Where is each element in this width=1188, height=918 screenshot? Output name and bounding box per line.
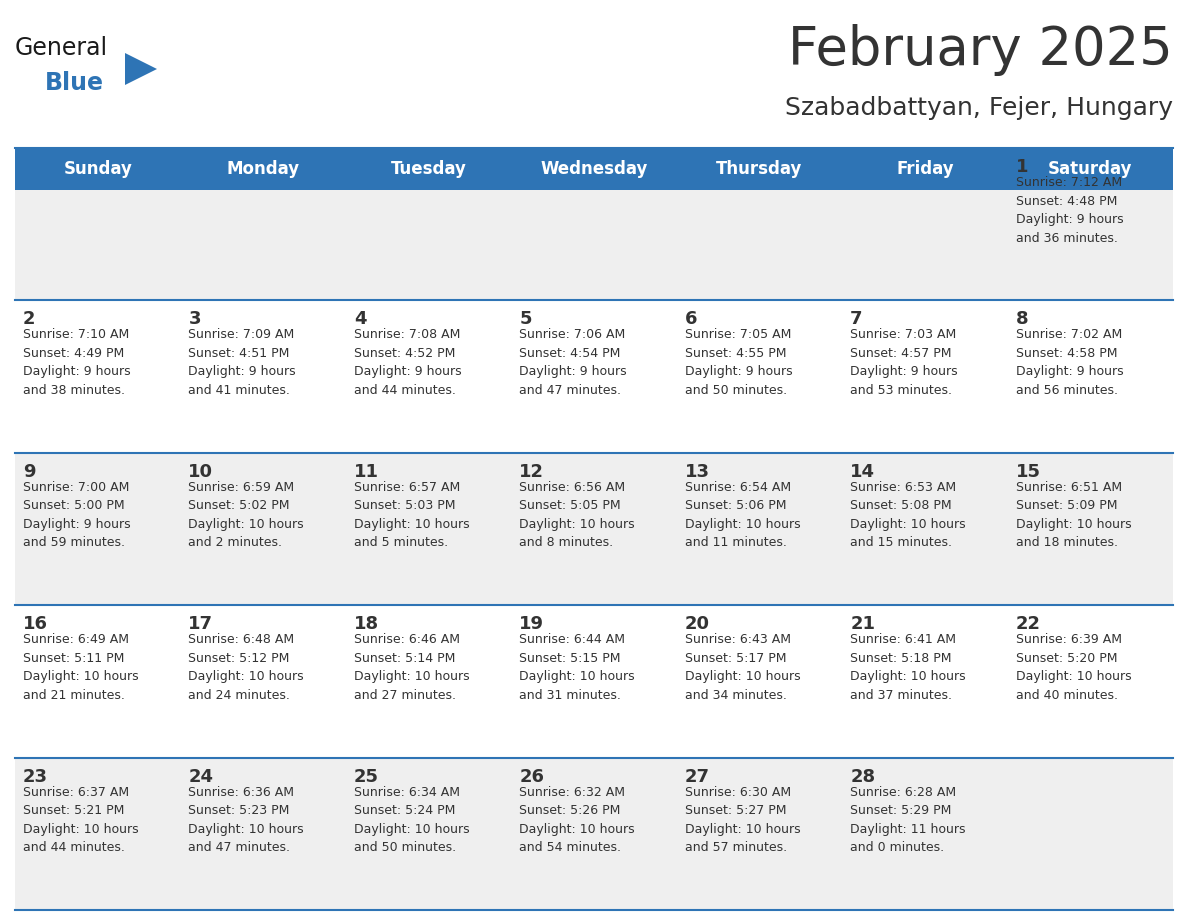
- Text: 14: 14: [851, 463, 876, 481]
- Text: Sunrise: 6:36 AM
Sunset: 5:23 PM
Daylight: 10 hours
and 47 minutes.: Sunrise: 6:36 AM Sunset: 5:23 PM Dayligh…: [189, 786, 304, 854]
- Text: Sunrise: 6:44 AM
Sunset: 5:15 PM
Daylight: 10 hours
and 31 minutes.: Sunrise: 6:44 AM Sunset: 5:15 PM Dayligh…: [519, 633, 634, 701]
- Text: General: General: [15, 36, 108, 60]
- Text: Sunrise: 6:59 AM
Sunset: 5:02 PM
Daylight: 10 hours
and 2 minutes.: Sunrise: 6:59 AM Sunset: 5:02 PM Dayligh…: [189, 481, 304, 549]
- Text: 9: 9: [23, 463, 36, 481]
- Text: Monday: Monday: [227, 160, 299, 178]
- Text: Sunrise: 6:39 AM
Sunset: 5:20 PM
Daylight: 10 hours
and 40 minutes.: Sunrise: 6:39 AM Sunset: 5:20 PM Dayligh…: [1016, 633, 1131, 701]
- Text: 22: 22: [1016, 615, 1041, 633]
- Text: 6: 6: [684, 310, 697, 329]
- Text: 26: 26: [519, 767, 544, 786]
- Text: Sunrise: 6:41 AM
Sunset: 5:18 PM
Daylight: 10 hours
and 37 minutes.: Sunrise: 6:41 AM Sunset: 5:18 PM Dayligh…: [851, 633, 966, 701]
- Bar: [15, 148, 1173, 300]
- Text: Sunrise: 6:56 AM
Sunset: 5:05 PM
Daylight: 10 hours
and 8 minutes.: Sunrise: 6:56 AM Sunset: 5:05 PM Dayligh…: [519, 481, 634, 549]
- Text: Sunrise: 7:06 AM
Sunset: 4:54 PM
Daylight: 9 hours
and 47 minutes.: Sunrise: 7:06 AM Sunset: 4:54 PM Dayligh…: [519, 329, 627, 397]
- Text: 1: 1: [1016, 158, 1028, 176]
- Text: 5: 5: [519, 310, 532, 329]
- Bar: [15, 605, 1173, 757]
- Bar: [15, 757, 1173, 910]
- Text: Sunrise: 7:05 AM
Sunset: 4:55 PM
Daylight: 9 hours
and 50 minutes.: Sunrise: 7:05 AM Sunset: 4:55 PM Dayligh…: [684, 329, 792, 397]
- Text: Friday: Friday: [896, 160, 954, 178]
- Text: 25: 25: [354, 767, 379, 786]
- Polygon shape: [125, 53, 157, 85]
- Text: 4: 4: [354, 310, 366, 329]
- Text: Sunrise: 6:54 AM
Sunset: 5:06 PM
Daylight: 10 hours
and 11 minutes.: Sunrise: 6:54 AM Sunset: 5:06 PM Dayligh…: [684, 481, 801, 549]
- Text: 10: 10: [189, 463, 214, 481]
- Text: Sunrise: 6:28 AM
Sunset: 5:29 PM
Daylight: 11 hours
and 0 minutes.: Sunrise: 6:28 AM Sunset: 5:29 PM Dayligh…: [851, 786, 966, 854]
- Text: Wednesday: Wednesday: [541, 160, 647, 178]
- Text: 12: 12: [519, 463, 544, 481]
- Text: 16: 16: [23, 615, 48, 633]
- Text: Thursday: Thursday: [716, 160, 803, 178]
- Text: Szabadbattyan, Fejer, Hungary: Szabadbattyan, Fejer, Hungary: [785, 96, 1173, 120]
- Text: 8: 8: [1016, 310, 1028, 329]
- Text: Blue: Blue: [45, 71, 105, 95]
- Bar: [15, 453, 1173, 605]
- Text: Sunrise: 6:51 AM
Sunset: 5:09 PM
Daylight: 10 hours
and 18 minutes.: Sunrise: 6:51 AM Sunset: 5:09 PM Dayligh…: [1016, 481, 1131, 549]
- Text: 28: 28: [851, 767, 876, 786]
- Text: 15: 15: [1016, 463, 1041, 481]
- Text: Sunrise: 7:08 AM
Sunset: 4:52 PM
Daylight: 9 hours
and 44 minutes.: Sunrise: 7:08 AM Sunset: 4:52 PM Dayligh…: [354, 329, 461, 397]
- Text: Sunrise: 6:43 AM
Sunset: 5:17 PM
Daylight: 10 hours
and 34 minutes.: Sunrise: 6:43 AM Sunset: 5:17 PM Dayligh…: [684, 633, 801, 701]
- Text: Sunrise: 6:46 AM
Sunset: 5:14 PM
Daylight: 10 hours
and 27 minutes.: Sunrise: 6:46 AM Sunset: 5:14 PM Dayligh…: [354, 633, 469, 701]
- Text: 3: 3: [189, 310, 201, 329]
- Text: Tuesday: Tuesday: [391, 160, 467, 178]
- Text: Sunrise: 6:49 AM
Sunset: 5:11 PM
Daylight: 10 hours
and 21 minutes.: Sunrise: 6:49 AM Sunset: 5:11 PM Dayligh…: [23, 633, 139, 701]
- Text: Sunrise: 6:57 AM
Sunset: 5:03 PM
Daylight: 10 hours
and 5 minutes.: Sunrise: 6:57 AM Sunset: 5:03 PM Dayligh…: [354, 481, 469, 549]
- Text: 21: 21: [851, 615, 876, 633]
- Text: Sunrise: 7:10 AM
Sunset: 4:49 PM
Daylight: 9 hours
and 38 minutes.: Sunrise: 7:10 AM Sunset: 4:49 PM Dayligh…: [23, 329, 131, 397]
- Text: Sunrise: 7:09 AM
Sunset: 4:51 PM
Daylight: 9 hours
and 41 minutes.: Sunrise: 7:09 AM Sunset: 4:51 PM Dayligh…: [189, 329, 296, 397]
- Text: 13: 13: [684, 463, 709, 481]
- Text: Saturday: Saturday: [1048, 160, 1132, 178]
- Text: 20: 20: [684, 615, 709, 633]
- Text: Sunday: Sunday: [63, 160, 132, 178]
- Text: 2: 2: [23, 310, 36, 329]
- Text: 11: 11: [354, 463, 379, 481]
- Text: Sunrise: 6:32 AM
Sunset: 5:26 PM
Daylight: 10 hours
and 54 minutes.: Sunrise: 6:32 AM Sunset: 5:26 PM Dayligh…: [519, 786, 634, 854]
- Text: February 2025: February 2025: [789, 24, 1173, 76]
- Text: 19: 19: [519, 615, 544, 633]
- Text: Sunrise: 7:02 AM
Sunset: 4:58 PM
Daylight: 9 hours
and 56 minutes.: Sunrise: 7:02 AM Sunset: 4:58 PM Dayligh…: [1016, 329, 1123, 397]
- Text: 24: 24: [189, 767, 214, 786]
- Text: Sunrise: 7:00 AM
Sunset: 5:00 PM
Daylight: 9 hours
and 59 minutes.: Sunrise: 7:00 AM Sunset: 5:00 PM Dayligh…: [23, 481, 131, 549]
- Bar: [15, 300, 1173, 453]
- Text: 27: 27: [684, 767, 709, 786]
- Text: 23: 23: [23, 767, 48, 786]
- Bar: [15, 148, 1173, 190]
- Text: Sunrise: 7:12 AM
Sunset: 4:48 PM
Daylight: 9 hours
and 36 minutes.: Sunrise: 7:12 AM Sunset: 4:48 PM Dayligh…: [1016, 176, 1123, 244]
- Text: Sunrise: 6:34 AM
Sunset: 5:24 PM
Daylight: 10 hours
and 50 minutes.: Sunrise: 6:34 AM Sunset: 5:24 PM Dayligh…: [354, 786, 469, 854]
- Text: Sunrise: 6:30 AM
Sunset: 5:27 PM
Daylight: 10 hours
and 57 minutes.: Sunrise: 6:30 AM Sunset: 5:27 PM Dayligh…: [684, 786, 801, 854]
- Text: Sunrise: 6:53 AM
Sunset: 5:08 PM
Daylight: 10 hours
and 15 minutes.: Sunrise: 6:53 AM Sunset: 5:08 PM Dayligh…: [851, 481, 966, 549]
- Text: 7: 7: [851, 310, 862, 329]
- Text: Sunrise: 6:48 AM
Sunset: 5:12 PM
Daylight: 10 hours
and 24 minutes.: Sunrise: 6:48 AM Sunset: 5:12 PM Dayligh…: [189, 633, 304, 701]
- Text: Sunrise: 7:03 AM
Sunset: 4:57 PM
Daylight: 9 hours
and 53 minutes.: Sunrise: 7:03 AM Sunset: 4:57 PM Dayligh…: [851, 329, 958, 397]
- Text: 18: 18: [354, 615, 379, 633]
- Text: Sunrise: 6:37 AM
Sunset: 5:21 PM
Daylight: 10 hours
and 44 minutes.: Sunrise: 6:37 AM Sunset: 5:21 PM Dayligh…: [23, 786, 139, 854]
- Text: 17: 17: [189, 615, 214, 633]
